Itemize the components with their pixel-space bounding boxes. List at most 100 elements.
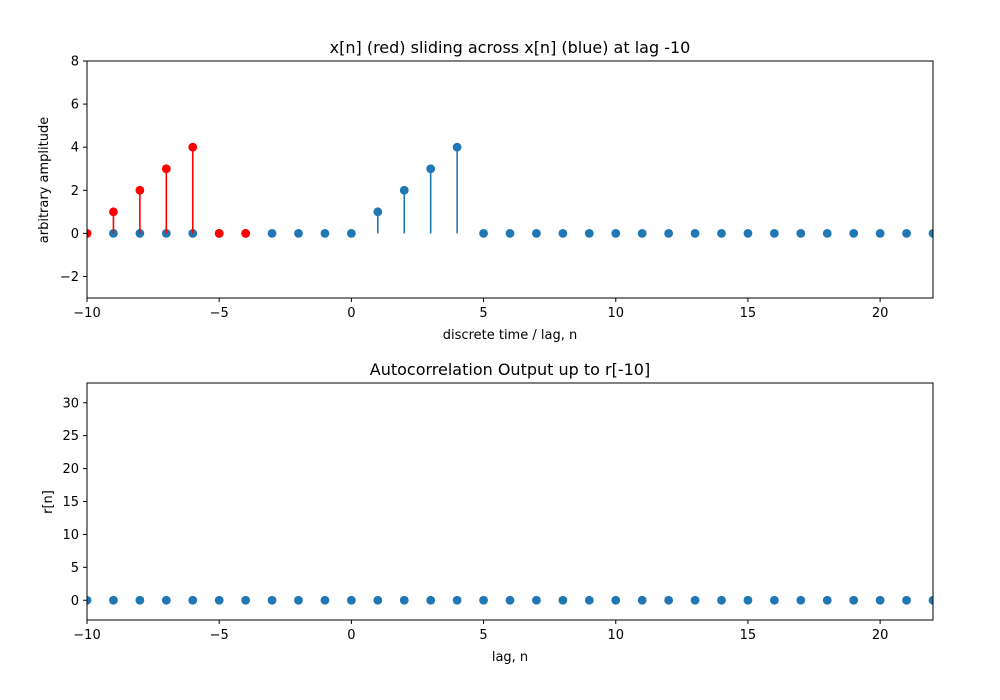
bottom-stem-marker [188, 595, 198, 605]
bottom-stem-marker [584, 595, 594, 605]
top-x-tick-label: −5 [210, 306, 229, 321]
top-y-tick-label: 2 [71, 184, 79, 199]
bottom-x-tick-label: 0 [347, 628, 355, 643]
top-stem-marker [717, 228, 726, 238]
bottom-x-tick-label: −5 [210, 628, 229, 643]
bottom-stem-marker [532, 595, 541, 605]
bottom-y-tick-label: 10 [62, 528, 79, 543]
top-stem-marker [796, 228, 806, 238]
top-stem-marker [426, 164, 436, 174]
bottom-stem-marker [928, 595, 933, 605]
bottom-x-tick-label: 5 [479, 628, 487, 643]
bottom-y-tick-label: 30 [62, 396, 79, 411]
bottom-stem-marker [294, 595, 303, 605]
top-series-layer [87, 142, 933, 238]
top-y-tick-label: 8 [71, 55, 79, 70]
top-stem-marker [452, 142, 462, 152]
bottom-stem-marker [664, 595, 674, 605]
bottom-y-tick-label: 25 [62, 429, 79, 444]
top-stem-marker [399, 185, 409, 195]
top-stem-marker [849, 228, 859, 238]
top-stem-marker [373, 207, 383, 217]
bottom-stem-marker [558, 595, 568, 605]
bottom-stem-marker [109, 595, 118, 605]
bottom-series-layer [87, 595, 933, 605]
bottom-stem-marker [87, 595, 92, 605]
bottom-stem-marker [717, 595, 726, 605]
top-stem-marker [584, 228, 594, 238]
top-stem-marker [241, 228, 251, 238]
top-panel: x[n] (red) sliding across x[n] (blue) at… [37, 38, 934, 343]
bottom-axes-frame [86, 382, 934, 621]
top-y-tick-label: 6 [71, 98, 79, 113]
top-axes-frame [86, 60, 934, 299]
bottom-x-tick-label: 15 [740, 628, 757, 643]
bottom-series-0 [87, 595, 933, 605]
top-x-tick-label: 20 [872, 306, 889, 321]
top-stem-marker [690, 228, 700, 238]
top-stem-marker [611, 228, 621, 238]
bottom-stem-marker [637, 595, 647, 605]
top-stem-marker [928, 228, 933, 238]
bottom-x-tick-label: −10 [73, 628, 100, 643]
bottom-stem-marker [505, 595, 515, 605]
bottom-stem-marker [373, 595, 383, 605]
top-series-1 [87, 142, 251, 238]
top-stem-marker [135, 185, 145, 195]
bottom-stem-marker [267, 595, 277, 605]
bottom-panel: Autocorrelation Output up to r[-10] lag,… [41, 360, 934, 665]
bottom-stem-marker [426, 595, 436, 605]
top-stem-marker [769, 228, 779, 238]
top-x-tick-label: 0 [347, 306, 355, 321]
bottom-stem-marker [875, 595, 885, 605]
top-x-tick-label: 15 [740, 306, 757, 321]
top-stem-marker [743, 228, 753, 238]
bottom-stem-marker [796, 595, 806, 605]
bottom-y-tick-label: 15 [62, 495, 79, 510]
top-y-tick-label: 0 [71, 227, 79, 242]
bottom-x-tick-label: 10 [607, 628, 624, 643]
bottom-stem-marker [346, 595, 356, 605]
top-stem-marker [479, 228, 488, 238]
top-stem-marker [875, 228, 885, 238]
bottom-stem-marker [611, 595, 621, 605]
top-stem-marker [109, 207, 118, 217]
bottom-stem-marker [822, 595, 832, 605]
top-stem-marker [188, 142, 198, 152]
bottom-plot-area: −10 −5 0 5 10 15 20 0 5 10 15 20 25 30 [62, 382, 934, 643]
top-stem-marker [902, 228, 911, 238]
top-stem-marker [161, 228, 171, 238]
top-stem-marker [294, 228, 303, 238]
top-y-tick-label: 4 [71, 141, 79, 156]
bottom-stem-marker [320, 595, 330, 605]
top-stem-marker [109, 228, 118, 238]
top-stem-marker [320, 228, 330, 238]
bottom-stem-marker [161, 595, 171, 605]
bottom-stem-marker [135, 595, 145, 605]
top-stem-marker [87, 228, 92, 238]
top-stem-marker [822, 228, 832, 238]
bottom-stem-marker [241, 595, 251, 605]
bottom-x-tick-label: 20 [872, 628, 889, 643]
bottom-y-tick-label: 0 [71, 594, 79, 609]
bottom-y-tick-label: 5 [71, 561, 79, 576]
bottom-stem-marker [479, 595, 488, 605]
top-stem-marker [532, 228, 541, 238]
bottom-y-tick-label: 20 [62, 462, 79, 477]
top-stem-marker [188, 228, 198, 238]
top-stem-marker [664, 228, 674, 238]
bottom-stem-marker [769, 595, 779, 605]
top-series-0 [87, 142, 933, 238]
top-stem-marker [135, 228, 145, 238]
top-chart-title: x[n] (red) sliding across x[n] (blue) at… [330, 38, 691, 57]
bottom-stem-marker [743, 595, 753, 605]
top-stem-marker [505, 228, 515, 238]
top-stem-marker [267, 228, 277, 238]
bottom-stem-marker [399, 595, 409, 605]
bottom-stem-marker [849, 595, 859, 605]
top-x-tick-label: −10 [73, 306, 100, 321]
top-stem-marker [214, 228, 224, 238]
top-stem-marker [558, 228, 568, 238]
top-stem-marker [161, 164, 171, 174]
